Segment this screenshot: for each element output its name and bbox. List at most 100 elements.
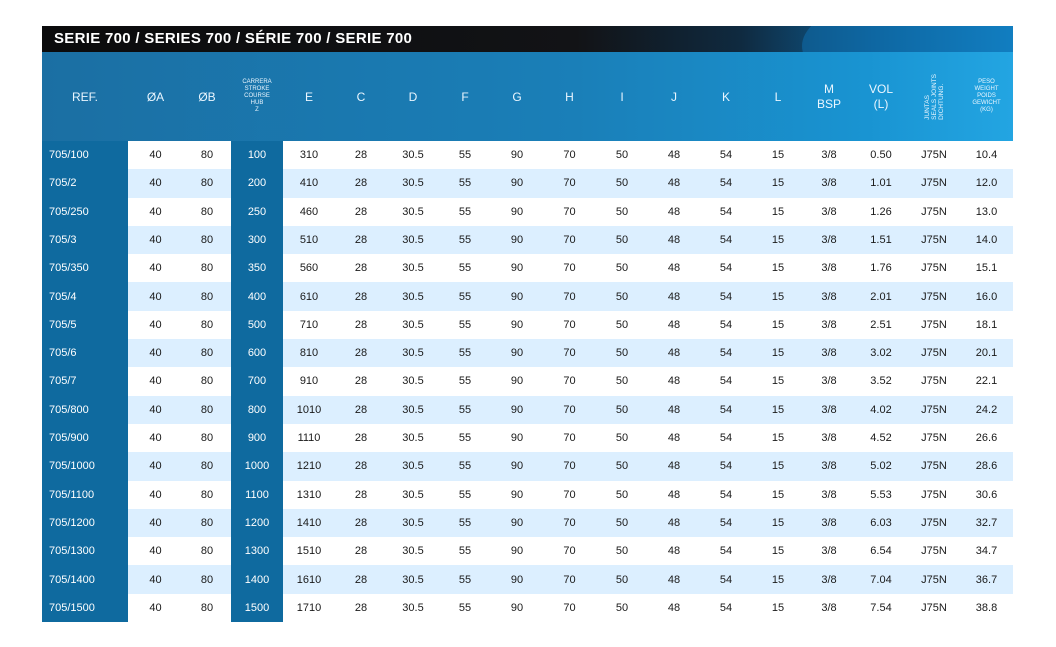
cell-b: 80 (183, 254, 231, 283)
cell-c: 28 (335, 339, 387, 368)
cell-h: 70 (543, 282, 596, 311)
cell-seal: J75N (908, 593, 960, 622)
table-row: 705/5 40 80 500 710 28 30.5 55 90 70 50 48 54 15 3/8 2.… (42, 310, 1013, 340)
cell-z: 1300 (231, 537, 283, 566)
cell-ref: 705/1500 (42, 593, 128, 622)
cell-m: 3/8 (804, 452, 854, 481)
table-row: 705/100 40 80 100 310 28 30.5 55 90 70 50 48 54 15 3/8… (42, 141, 1013, 170)
cell-l: 15 (752, 593, 804, 622)
cell-z: 300 (231, 225, 283, 255)
cell-ref: 705/350 (42, 254, 128, 283)
cell-z: 1500 (231, 593, 283, 622)
cell-e: 460 (283, 197, 335, 226)
cell-m: 3/8 (804, 480, 854, 509)
cell-f: 55 (439, 169, 491, 198)
header-a: ØA (128, 52, 183, 141)
cell-seal: J75N (908, 480, 960, 509)
cell-vol: 2.01 (854, 282, 908, 311)
table-header: REF. ØA ØB CARRERA STROKE COURSE HUB Z E C D F G H I J K… (42, 52, 1013, 141)
cell-j: 48 (648, 537, 700, 566)
cell-j: 48 (648, 508, 700, 538)
cell-vol: 4.52 (854, 423, 908, 453)
cell-l: 15 (752, 169, 804, 198)
cell-seal: J75N (908, 395, 960, 424)
table-row: 705/800 40 80 800 1010 28 30.5 55 90 70 50 48 54 15 3/… (42, 395, 1013, 424)
cell-b: 80 (183, 565, 231, 594)
table-row: 705/4 40 80 400 610 28 30.5 55 90 70 50 48 54 15 3/8 2.… (42, 282, 1013, 311)
header-vol: VOL (L) (854, 52, 908, 141)
cell-j: 48 (648, 452, 700, 481)
cell-d: 30.5 (387, 537, 439, 566)
header-z-line: STROKE (244, 86, 270, 92)
cell-l: 15 (752, 339, 804, 368)
cell-g: 90 (491, 537, 543, 566)
cell-g: 90 (491, 395, 543, 424)
cell-ref: 705/1400 (42, 565, 128, 594)
cell-kg: 36.7 (960, 565, 1013, 594)
cell-k: 54 (700, 508, 752, 538)
cell-k: 54 (700, 395, 752, 424)
cell-m: 3/8 (804, 508, 854, 538)
cell-z: 1400 (231, 565, 283, 594)
cell-e: 410 (283, 169, 335, 198)
cell-ref: 705/1200 (42, 508, 128, 538)
cell-ref: 705/3 (42, 225, 128, 255)
cell-j: 48 (648, 310, 700, 340)
cell-j: 48 (648, 423, 700, 453)
cell-j: 48 (648, 282, 700, 311)
cell-h: 70 (543, 452, 596, 481)
banner-swoosh-decoration (802, 26, 1013, 52)
cell-d: 30.5 (387, 339, 439, 368)
cell-i: 50 (596, 310, 648, 340)
cell-kg: 38.8 (960, 593, 1013, 622)
table-row: 705/1400 40 80 1400 1610 28 30.5 55 90 70 50 48 54 15… (42, 565, 1013, 594)
cell-e: 810 (283, 339, 335, 368)
table-row: 705/900 40 80 900 1110 28 30.5 55 90 70 50 48 54 15 3/… (42, 423, 1013, 453)
cell-l: 15 (752, 310, 804, 340)
header-z-label: CARRERA STROKE COURSE HUB Z (242, 79, 271, 114)
cell-z: 200 (231, 169, 283, 198)
cell-l: 15 (752, 395, 804, 424)
table-row: 705/7 40 80 700 910 28 30.5 55 90 70 50 48 54 15 3/8 3.… (42, 367, 1013, 396)
header-c-label: C (356, 89, 366, 104)
cell-l: 15 (752, 423, 804, 453)
cell-h: 70 (543, 339, 596, 368)
header-b-label: ØB (198, 89, 216, 104)
cell-m: 3/8 (804, 169, 854, 198)
cell-seal: J75N (908, 367, 960, 396)
series-banner: SERIE 700 / SERIES 700 / SÉRIE 700 / SER… (42, 26, 1013, 52)
cell-f: 55 (439, 480, 491, 509)
cell-c: 28 (335, 480, 387, 509)
cell-i: 50 (596, 197, 648, 226)
header-z-line: CARRERA (242, 79, 272, 85)
cell-k: 54 (700, 480, 752, 509)
cell-g: 90 (491, 310, 543, 340)
header-ref: REF. (42, 52, 128, 141)
header-vol-label: VOL (L) (869, 82, 893, 112)
cell-j: 48 (648, 593, 700, 622)
cell-h: 70 (543, 367, 596, 396)
header-l-label: L (774, 89, 782, 104)
header-vol-line: VOL (868, 81, 893, 96)
cell-k: 54 (700, 197, 752, 226)
cell-kg: 28.6 (960, 452, 1013, 481)
cell-ref: 705/900 (42, 423, 128, 453)
cell-a: 40 (128, 395, 183, 424)
cell-c: 28 (335, 508, 387, 538)
cell-l: 15 (752, 452, 804, 481)
cell-seal: J75N (908, 423, 960, 453)
header-seal-line: SEALS JOINTS (930, 73, 938, 120)
cell-e: 1010 (283, 395, 335, 424)
cell-k: 54 (700, 593, 752, 622)
cell-b: 80 (183, 452, 231, 481)
cell-k: 54 (700, 423, 752, 453)
cell-g: 90 (491, 339, 543, 368)
cell-ref: 705/2 (42, 169, 128, 198)
cell-c: 28 (335, 423, 387, 453)
cell-a: 40 (128, 423, 183, 453)
cell-c: 28 (335, 254, 387, 283)
cell-z: 1200 (231, 508, 283, 538)
cell-d: 30.5 (387, 141, 439, 170)
cell-i: 50 (596, 225, 648, 255)
cell-i: 50 (596, 537, 648, 566)
